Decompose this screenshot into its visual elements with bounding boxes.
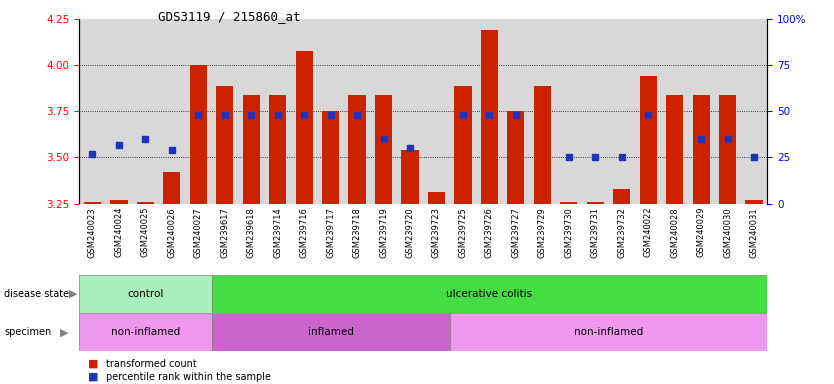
Text: GSM240029: GSM240029 [696,207,706,258]
Text: GSM239726: GSM239726 [485,207,494,258]
Text: GSM239725: GSM239725 [459,207,467,258]
Text: control: control [128,289,163,299]
Bar [507,111,525,204]
Bar [84,202,101,204]
Text: GSM239716: GSM239716 [299,207,309,258]
Text: ▶: ▶ [60,327,68,337]
Text: GSM240024: GSM240024 [114,207,123,258]
Text: percentile rank within the sample: percentile rank within the sample [106,372,271,382]
Bar [349,95,365,204]
Text: GSM240026: GSM240026 [168,207,176,258]
Bar [560,202,577,204]
Text: GSM240030: GSM240030 [723,207,732,258]
Text: GSM239730: GSM239730 [565,207,573,258]
Text: GSM239618: GSM239618 [247,207,256,258]
Bar [534,86,551,204]
Bar [375,95,392,204]
Bar [79,313,212,351]
Text: GSM239731: GSM239731 [590,207,600,258]
Text: specimen: specimen [4,327,52,337]
Bar [269,95,286,204]
Bar [243,95,260,204]
Text: GDS3119 / 215860_at: GDS3119 / 215860_at [158,10,301,23]
Text: transformed count: transformed count [106,359,197,369]
Text: GSM239719: GSM239719 [379,207,388,258]
Bar [216,86,234,204]
Text: ■: ■ [88,372,98,382]
Bar [455,86,471,204]
Text: GSM239729: GSM239729 [538,207,547,258]
Bar [450,313,767,351]
Text: GSM239617: GSM239617 [220,207,229,258]
Text: GSM239732: GSM239732 [617,207,626,258]
Text: GSM240023: GSM240023 [88,207,97,258]
Text: non-inflamed: non-inflamed [574,327,643,337]
Text: ▶: ▶ [69,289,78,299]
Text: non-inflamed: non-inflamed [111,327,180,337]
Text: GSM240022: GSM240022 [644,207,653,258]
Bar [295,51,313,204]
Bar [163,172,180,204]
Bar [79,275,212,313]
Text: inflamed: inflamed [308,327,354,337]
Text: disease state: disease state [4,289,69,299]
Text: GSM239727: GSM239727 [511,207,520,258]
Text: GSM240025: GSM240025 [141,207,150,258]
Bar [401,150,419,204]
Bar [428,192,445,204]
Text: GSM239720: GSM239720 [405,207,414,258]
Bar [481,30,498,204]
Bar [137,202,154,204]
Bar [692,95,710,204]
Bar [586,202,604,204]
Bar [212,275,767,313]
Bar [110,200,128,204]
Text: GSM240027: GSM240027 [193,207,203,258]
Bar [666,95,683,204]
Text: ulcerative colitis: ulcerative colitis [446,289,532,299]
Text: GSM239723: GSM239723 [432,207,441,258]
Text: GSM240028: GSM240028 [671,207,679,258]
Text: GSM239717: GSM239717 [326,207,335,258]
Text: GSM239714: GSM239714 [274,207,282,258]
Bar [212,313,450,351]
Bar [322,111,339,204]
Text: ■: ■ [88,359,98,369]
Text: GSM239718: GSM239718 [353,207,362,258]
Text: GSM240031: GSM240031 [750,207,759,258]
Bar [640,76,657,204]
Bar [613,189,631,204]
Bar [746,200,762,204]
Bar [189,65,207,204]
Bar [719,95,736,204]
